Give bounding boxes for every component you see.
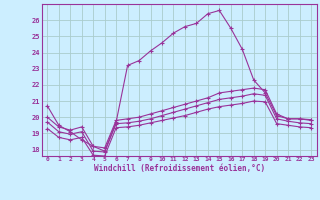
X-axis label: Windchill (Refroidissement éolien,°C): Windchill (Refroidissement éolien,°C) — [94, 164, 265, 173]
